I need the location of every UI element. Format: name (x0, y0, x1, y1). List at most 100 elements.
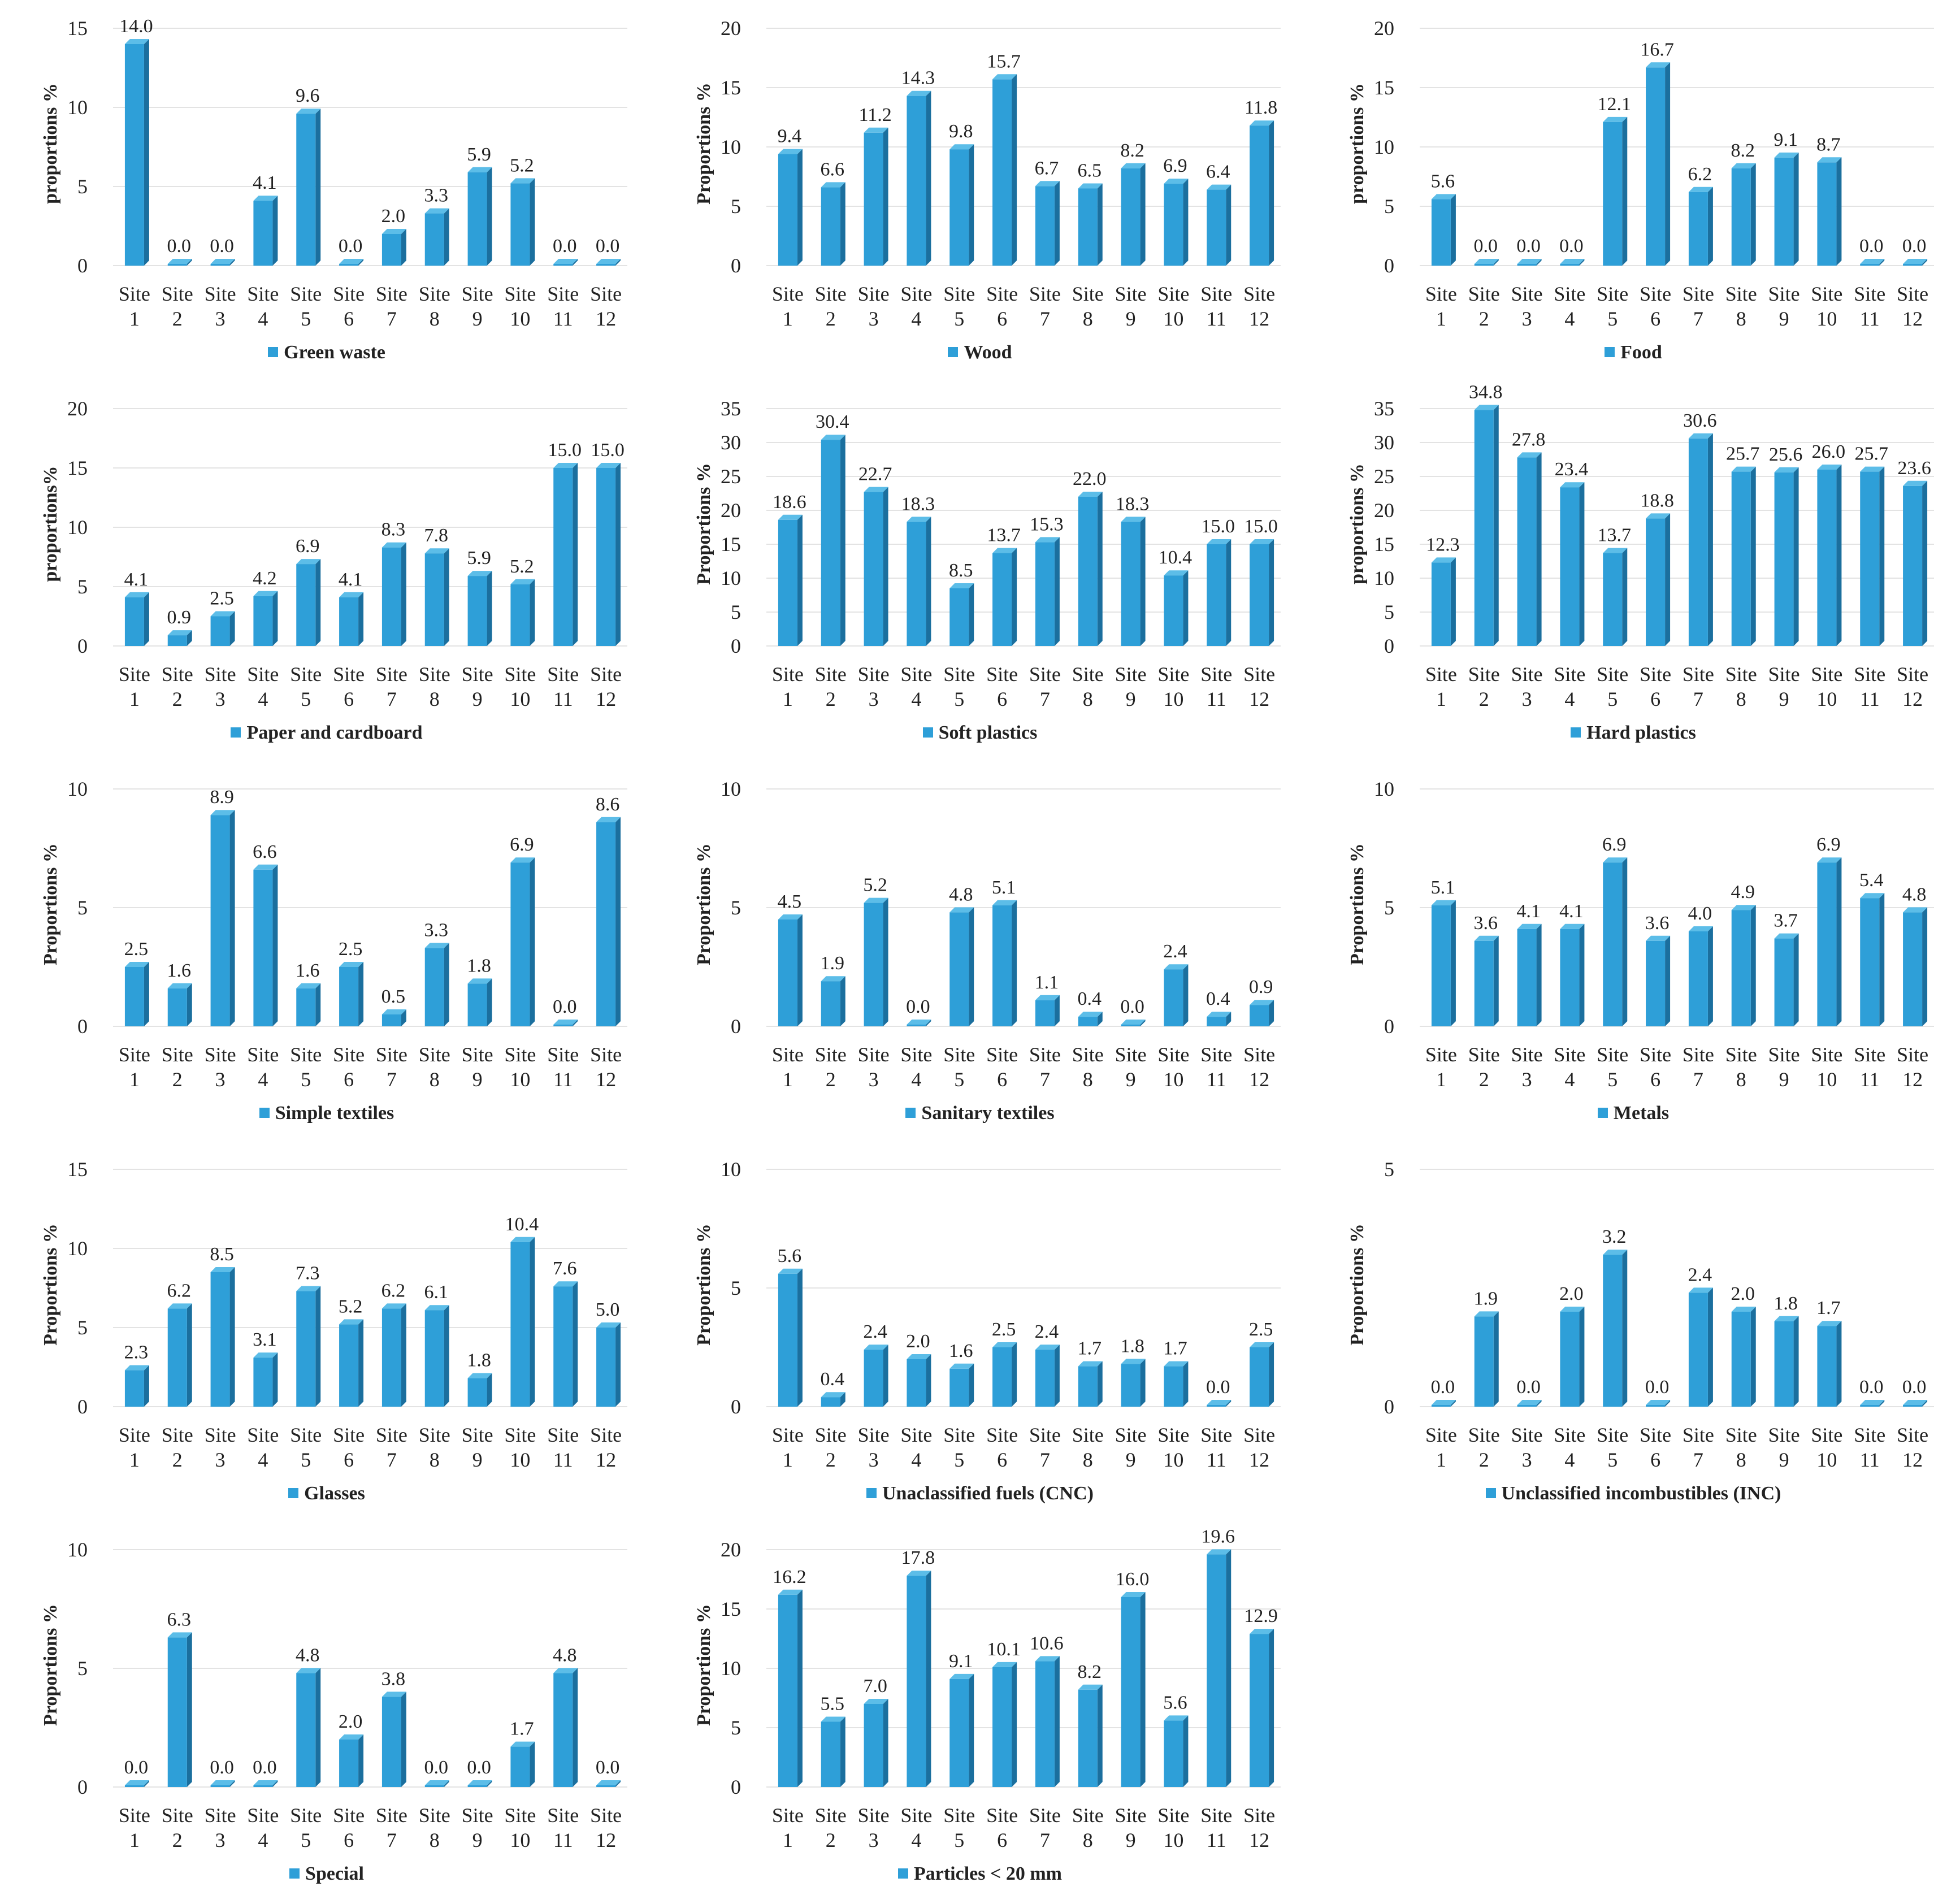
bar-side (1269, 539, 1274, 646)
bar-front (1431, 562, 1451, 646)
bar-top (1207, 1400, 1231, 1405)
category-label: Site 8 (1725, 1424, 1757, 1471)
data-label: 7.3 (296, 1263, 320, 1284)
category-label: Site 4 (247, 283, 279, 330)
bar-top (1474, 259, 1499, 264)
bar-top (821, 976, 845, 982)
bar-side (1922, 1400, 1928, 1407)
bar-side (272, 1780, 278, 1787)
bar-top (381, 1009, 406, 1014)
data-label: 0.0 (906, 996, 930, 1017)
bar-front (467, 172, 487, 266)
bar-unaclassified-fuels-cnc-site-6 (992, 1342, 1017, 1407)
data-label: 0.0 (1474, 236, 1498, 257)
category-label: Site 2 (1468, 1424, 1500, 1471)
bar-front (167, 1308, 187, 1407)
bar-side (229, 1267, 235, 1407)
bar-simple-textiles-site-6 (339, 962, 364, 1026)
data-label: 6.1 (424, 1282, 449, 1303)
data-label: 25.6 (1769, 444, 1803, 465)
category-label: Site 3 (1511, 1043, 1543, 1091)
bar-side (615, 1322, 621, 1407)
bar-side (1226, 1012, 1231, 1026)
chart-svg-metals: 0 5 10 5.1 Site 1 3.6 Site 2 4.1 Site 3 4.1 Site 4 6.9 S… (1374, 778, 1934, 1091)
bar-front (124, 597, 144, 646)
bar-metals-site-3 (1517, 923, 1542, 1026)
bar-top (1250, 539, 1274, 544)
y-tick-label: 5 (1384, 896, 1394, 919)
bar-front (210, 815, 230, 1026)
bar-front (1731, 910, 1751, 1026)
data-label: 17.8 (901, 1547, 935, 1568)
bar-top (1860, 893, 1885, 899)
data-label: 3.6 (1645, 913, 1670, 934)
bar-side (530, 1741, 535, 1787)
bar-side (530, 1237, 535, 1407)
bar-top (596, 1780, 621, 1785)
bar-side (1269, 1342, 1274, 1407)
category-label: Site 7 (1029, 663, 1061, 710)
bar-top (907, 517, 931, 522)
bar-top (949, 1363, 974, 1369)
category-label: Site 8 (419, 1043, 450, 1091)
bar-front (1731, 1312, 1751, 1407)
category-label: Site 5 (1597, 663, 1628, 710)
bar-top (864, 1344, 888, 1350)
category-label: Site 7 (1683, 283, 1714, 330)
bar-top (510, 857, 535, 863)
bar-top (1035, 1656, 1060, 1662)
bar-side (1140, 1020, 1146, 1026)
category-label: Site 10 (1157, 663, 1189, 710)
bar-front (907, 522, 926, 646)
bar-paper-and-cardboard-site-12 (596, 463, 621, 646)
category-label: Site 10 (1157, 283, 1189, 330)
bar-food-site-3 (1517, 259, 1542, 266)
category-label: Site 8 (1725, 283, 1757, 330)
data-label: 1.8 (1120, 1335, 1144, 1356)
bar-front (124, 1370, 144, 1407)
bar-side (1665, 513, 1671, 646)
bar-top (381, 1692, 406, 1697)
bar-front (821, 1397, 840, 1407)
category-label: Site 4 (900, 1043, 932, 1091)
data-label: 1.8 (467, 955, 491, 976)
category-label: Site 7 (1683, 663, 1714, 710)
bar-front (1731, 168, 1751, 266)
data-label: 0.0 (424, 1757, 449, 1778)
category-label: Site 6 (986, 283, 1018, 330)
data-label: 0.0 (210, 1757, 234, 1778)
bar-side (1707, 433, 1713, 646)
bar-simple-textiles-site-11 (553, 1020, 578, 1026)
bar-unclassified-incombustibles-inc-site-9 (1774, 1316, 1799, 1407)
category-label: Site 7 (376, 1043, 407, 1091)
bar-front (1860, 264, 1880, 266)
bar-top (167, 1632, 192, 1638)
data-label: 11.8 (1244, 97, 1277, 118)
data-label: 30.4 (816, 411, 849, 432)
category-label: Site 9 (462, 1804, 493, 1851)
bar-front (1517, 1405, 1537, 1407)
bar-front (1121, 1597, 1141, 1787)
legend-swatch (1597, 1108, 1608, 1118)
y-tick-label: 15 (721, 76, 741, 99)
bar-green-waste-site-2 (167, 259, 192, 266)
bar-front (778, 519, 797, 646)
bar-front (381, 547, 401, 646)
category-label: Site 6 (333, 1804, 365, 1851)
category-label: Site 3 (1511, 283, 1543, 330)
data-label: 2.5 (992, 1319, 1016, 1340)
bar-top (467, 167, 492, 172)
category-label: Site 2 (815, 1043, 847, 1091)
category-label: Site 5 (290, 283, 322, 330)
bar-side (1579, 259, 1585, 266)
category-label: Site 12 (590, 1043, 622, 1091)
bar-special-site-2 (167, 1632, 192, 1787)
y-tick-label: 15 (1374, 533, 1394, 556)
y-tick-label: 15 (721, 533, 741, 556)
bar-food-site-1 (1431, 194, 1456, 266)
bar-side (1012, 1342, 1017, 1407)
bar-hard-plastics-site-3 (1517, 452, 1542, 646)
y-tick-label: 10 (1374, 136, 1394, 158)
bar-unaclassified-fuels-cnc-site-4 (907, 1354, 931, 1407)
bar-front (1560, 929, 1580, 1026)
